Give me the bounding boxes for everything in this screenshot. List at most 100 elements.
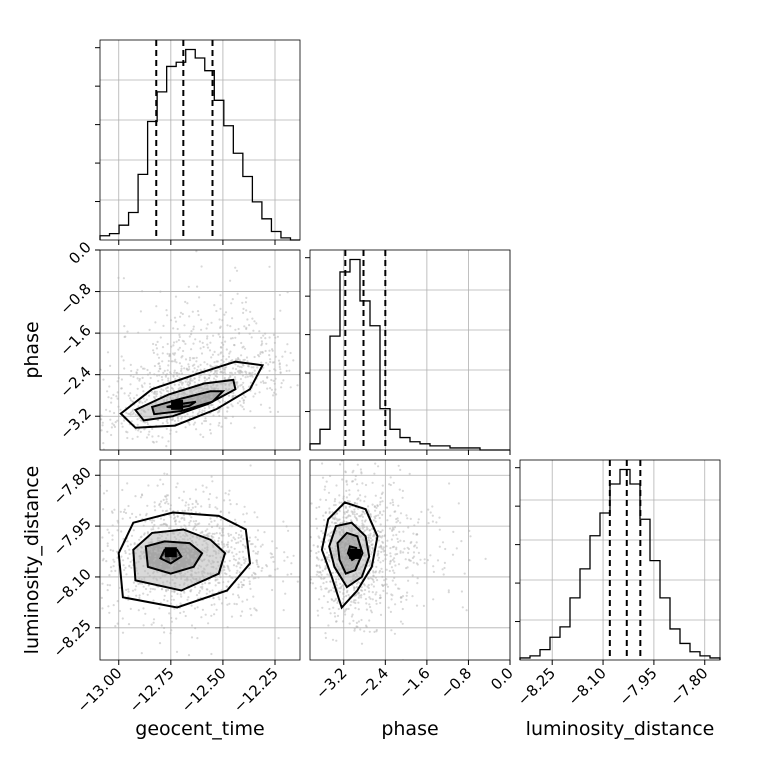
scatter-point bbox=[88, 357, 90, 359]
y-axis-label-phase: phase bbox=[21, 321, 43, 378]
scatter-point bbox=[142, 624, 145, 627]
scatter-point bbox=[347, 527, 350, 530]
scatter-point bbox=[324, 565, 327, 568]
scatter-point bbox=[217, 552, 220, 555]
scatter-point bbox=[127, 412, 130, 415]
scatter-point bbox=[210, 614, 213, 617]
scatter-point bbox=[184, 572, 187, 575]
scatter-point bbox=[369, 577, 372, 580]
scatter-point bbox=[131, 413, 134, 416]
scatter-point bbox=[191, 364, 194, 367]
scatter-point bbox=[316, 609, 319, 612]
scatter-point bbox=[211, 403, 214, 406]
scatter-point bbox=[237, 385, 240, 388]
scatter-point bbox=[461, 606, 464, 609]
scatter-point bbox=[184, 614, 187, 618]
scatter-point bbox=[242, 556, 245, 559]
scatter-point bbox=[161, 574, 164, 577]
scatter-point bbox=[211, 353, 214, 356]
scatter-point bbox=[316, 397, 318, 399]
scatter-point bbox=[233, 344, 236, 347]
scatter-point bbox=[159, 548, 162, 552]
y-tick-label-luminosity-distance: −7.95 bbox=[50, 514, 95, 559]
scatter-point bbox=[237, 371, 241, 374]
scatter-point bbox=[143, 532, 146, 535]
scatter-point bbox=[138, 400, 141, 403]
scatter-point bbox=[210, 356, 213, 359]
panel-frame-phase-vs-luminosity-distance bbox=[309, 459, 511, 661]
scatter-point bbox=[269, 552, 272, 555]
scatter-point bbox=[141, 376, 144, 379]
scatter-point bbox=[381, 529, 384, 532]
scatter-point bbox=[250, 366, 253, 369]
scatter-point bbox=[246, 375, 249, 378]
scatter-point bbox=[338, 494, 341, 497]
scatter-point bbox=[241, 600, 244, 603]
scatter-point bbox=[165, 420, 168, 423]
scatter-point bbox=[361, 519, 364, 522]
scatter-point bbox=[242, 394, 245, 397]
scatter-point bbox=[354, 607, 357, 610]
scatter-point bbox=[262, 380, 265, 383]
scatter-point bbox=[198, 340, 201, 343]
scatter-point bbox=[161, 346, 165, 349]
scatter-point bbox=[210, 535, 214, 538]
scatter-point bbox=[191, 535, 194, 538]
scatter-point bbox=[178, 583, 181, 587]
scatter-point bbox=[210, 393, 213, 396]
scatter-point bbox=[100, 429, 103, 432]
scatter-point bbox=[236, 569, 239, 572]
scatter-point bbox=[163, 574, 166, 577]
scatter-point bbox=[195, 428, 198, 431]
scatter-point bbox=[142, 390, 145, 393]
scatter-point bbox=[407, 579, 410, 582]
scatter-point bbox=[352, 333, 354, 335]
scatter-point bbox=[175, 537, 178, 541]
scatter-point bbox=[355, 512, 359, 516]
scatter-point bbox=[199, 242, 201, 244]
scatter-point bbox=[207, 399, 210, 402]
scatter-point bbox=[335, 512, 338, 515]
scatter-point bbox=[179, 311, 183, 314]
scatter-point bbox=[401, 496, 404, 499]
scatter-point bbox=[121, 631, 125, 634]
scatter-point bbox=[382, 550, 385, 553]
scatter-point bbox=[391, 529, 394, 533]
scatter-point bbox=[361, 482, 364, 485]
scatter-point bbox=[143, 428, 146, 431]
scatter-point bbox=[181, 312, 184, 316]
scatter-point bbox=[218, 401, 222, 404]
scatter-point bbox=[129, 363, 132, 366]
scatter-point bbox=[60, 445, 62, 447]
scatter-point bbox=[166, 352, 169, 355]
scatter-point bbox=[174, 412, 177, 415]
scatter-point bbox=[237, 583, 240, 586]
scatter-point bbox=[120, 387, 123, 390]
scatter-point bbox=[364, 588, 367, 592]
scatter-point bbox=[375, 599, 378, 602]
scatter-point bbox=[140, 365, 143, 368]
scatter-point bbox=[160, 624, 163, 627]
scatter-point bbox=[160, 535, 163, 538]
scatter-point bbox=[334, 549, 337, 552]
scatter-point bbox=[484, 557, 487, 561]
scatter-point bbox=[204, 529, 207, 533]
scatter-point bbox=[166, 386, 169, 389]
scatter-point bbox=[195, 501, 198, 504]
scatter-point bbox=[357, 591, 360, 594]
scatter-point bbox=[191, 310, 194, 313]
scatter-point bbox=[305, 321, 307, 323]
scatter-point bbox=[264, 349, 267, 353]
x-axis-label-phase: phase bbox=[381, 718, 438, 740]
scatter-point bbox=[346, 541, 349, 544]
scatter-point bbox=[218, 421, 221, 425]
scatter-point bbox=[153, 396, 156, 399]
scatter-point bbox=[354, 536, 357, 539]
scatter-point bbox=[369, 515, 372, 518]
scatter-point bbox=[365, 624, 368, 627]
scatter-point bbox=[183, 544, 186, 548]
scatter-point bbox=[133, 397, 136, 400]
scatter-point bbox=[187, 596, 190, 599]
scatter-point bbox=[184, 578, 187, 582]
scatter-point bbox=[353, 588, 356, 592]
